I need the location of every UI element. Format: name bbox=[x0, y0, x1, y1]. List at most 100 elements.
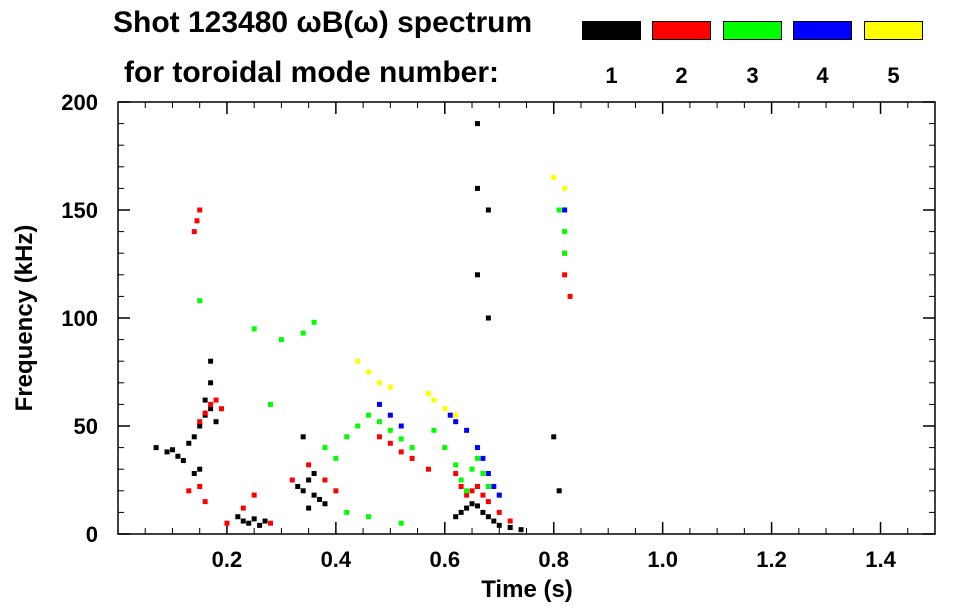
data-point-mode-2 bbox=[464, 492, 470, 498]
data-point-mode-1 bbox=[556, 488, 562, 494]
data-point-mode-2 bbox=[387, 440, 393, 446]
data-point-mode-5 bbox=[387, 384, 393, 390]
data-point-mode-1 bbox=[208, 406, 214, 412]
data-point-mode-3 bbox=[431, 427, 437, 433]
data-point-mode-3 bbox=[453, 462, 459, 468]
data-point-mode-2 bbox=[240, 505, 246, 511]
data-point-mode-1 bbox=[257, 522, 263, 528]
data-point-mode-1 bbox=[191, 471, 197, 477]
data-point-mode-3 bbox=[311, 319, 317, 325]
legend-label-mode-1: 1 bbox=[605, 63, 618, 88]
data-point-mode-1 bbox=[153, 445, 159, 451]
data-point-mode-1 bbox=[213, 419, 219, 425]
data-point-mode-3 bbox=[458, 477, 464, 483]
data-point-mode-1 bbox=[175, 453, 181, 459]
data-point-mode-3 bbox=[344, 509, 350, 515]
data-point-mode-3 bbox=[322, 445, 328, 451]
data-point-mode-1 bbox=[208, 380, 214, 386]
data-point-mode-5 bbox=[453, 412, 459, 418]
data-point-mode-1 bbox=[551, 434, 557, 440]
x-axis-label: Time (s) bbox=[481, 576, 573, 603]
data-point-mode-3 bbox=[409, 445, 415, 451]
data-point-mode-2 bbox=[458, 483, 464, 489]
data-point-mode-2 bbox=[194, 218, 200, 224]
data-point-mode-1 bbox=[507, 525, 513, 531]
data-point-mode-1 bbox=[246, 520, 252, 526]
data-point-mode-1 bbox=[311, 471, 317, 477]
data-point-mode-1 bbox=[208, 358, 214, 364]
data-point-mode-1 bbox=[474, 503, 480, 509]
data-point-mode-1 bbox=[480, 509, 486, 515]
data-point-mode-2 bbox=[453, 471, 459, 477]
y-tick-label: 200 bbox=[61, 90, 98, 115]
data-point-mode-3 bbox=[464, 488, 470, 494]
data-point-mode-5 bbox=[425, 391, 431, 397]
data-point-mode-2 bbox=[251, 492, 257, 498]
data-point-mode-3 bbox=[556, 207, 562, 213]
x-axis-ticks: 0.2 0.4 0.6 0.8 1.0 1.2 1.4 bbox=[212, 102, 897, 572]
data-point-mode-3 bbox=[300, 330, 306, 336]
data-point-mode-2 bbox=[469, 488, 475, 494]
chart-title-line2: for toroidal mode number: bbox=[124, 56, 499, 89]
data-point-mode-2 bbox=[197, 419, 203, 425]
data-point-mode-2 bbox=[191, 229, 197, 235]
data-point-mode-3 bbox=[268, 401, 274, 407]
data-point-mode-3 bbox=[355, 423, 361, 429]
data-point-mode-1 bbox=[485, 514, 491, 520]
data-point-mode-1 bbox=[317, 496, 323, 502]
data-point-mode-1 bbox=[240, 518, 246, 524]
data-point-mode-1 bbox=[311, 492, 317, 498]
data-point-mode-1 bbox=[306, 477, 312, 483]
data-point-mode-2 bbox=[186, 488, 192, 494]
data-point-mode-4 bbox=[562, 207, 568, 213]
data-point-mode-1 bbox=[164, 449, 170, 455]
data-point-mode-2 bbox=[333, 488, 339, 494]
data-point-mode-1 bbox=[180, 458, 186, 464]
data-point-mode-1 bbox=[295, 483, 301, 489]
legend-swatch-mode-2 bbox=[652, 21, 711, 40]
data-point-mode-1 bbox=[474, 121, 480, 127]
data-point-mode-2 bbox=[268, 520, 274, 526]
data-point-mode-1 bbox=[453, 514, 459, 520]
data-point-mode-1 bbox=[518, 527, 524, 533]
data-point-mode-2 bbox=[562, 272, 568, 278]
data-point-mode-2 bbox=[322, 477, 328, 483]
data-point-mode-1 bbox=[197, 423, 203, 429]
data-point-mode-2 bbox=[398, 449, 404, 455]
legend-label-mode-5: 5 bbox=[887, 63, 900, 88]
data-point-mode-1 bbox=[306, 505, 312, 511]
data-point-mode-5 bbox=[355, 358, 361, 364]
legend-label-mode-2: 2 bbox=[675, 63, 688, 88]
data-point-mode-5 bbox=[551, 175, 557, 181]
data-point-mode-4 bbox=[387, 412, 393, 418]
data-point-mode-3 bbox=[469, 466, 475, 472]
data-point-mode-2 bbox=[197, 483, 203, 489]
data-point-mode-1 bbox=[469, 501, 475, 507]
data-point-mode-4 bbox=[496, 492, 502, 498]
data-point-mode-4 bbox=[453, 419, 459, 425]
data-point-mode-1 bbox=[262, 518, 268, 524]
legend-swatch-mode-3 bbox=[723, 21, 782, 40]
legend-swatch-mode-4 bbox=[793, 21, 852, 40]
data-point-mode-2 bbox=[474, 483, 480, 489]
data-point-mode-3 bbox=[376, 419, 382, 425]
data-point-mode-3 bbox=[333, 455, 339, 461]
data-point-mode-2 bbox=[224, 520, 230, 526]
data-point-mode-2 bbox=[409, 455, 415, 461]
data-point-mode-1 bbox=[485, 315, 491, 321]
data-point-mode-2 bbox=[218, 406, 224, 412]
data-points bbox=[153, 121, 573, 533]
data-point-mode-3 bbox=[344, 434, 350, 440]
plot-area-frame bbox=[117, 101, 936, 535]
data-point-mode-4 bbox=[491, 483, 497, 489]
data-point-mode-1 bbox=[474, 185, 480, 191]
data-point-mode-3 bbox=[387, 427, 393, 433]
data-point-mode-1 bbox=[485, 207, 491, 213]
data-point-mode-4 bbox=[480, 455, 486, 461]
data-point-mode-2 bbox=[425, 466, 431, 472]
x-tick-label: 0.6 bbox=[430, 547, 461, 572]
data-point-mode-1 bbox=[300, 488, 306, 494]
data-point-mode-3 bbox=[398, 520, 404, 526]
x-tick-label: 0.8 bbox=[538, 547, 569, 572]
